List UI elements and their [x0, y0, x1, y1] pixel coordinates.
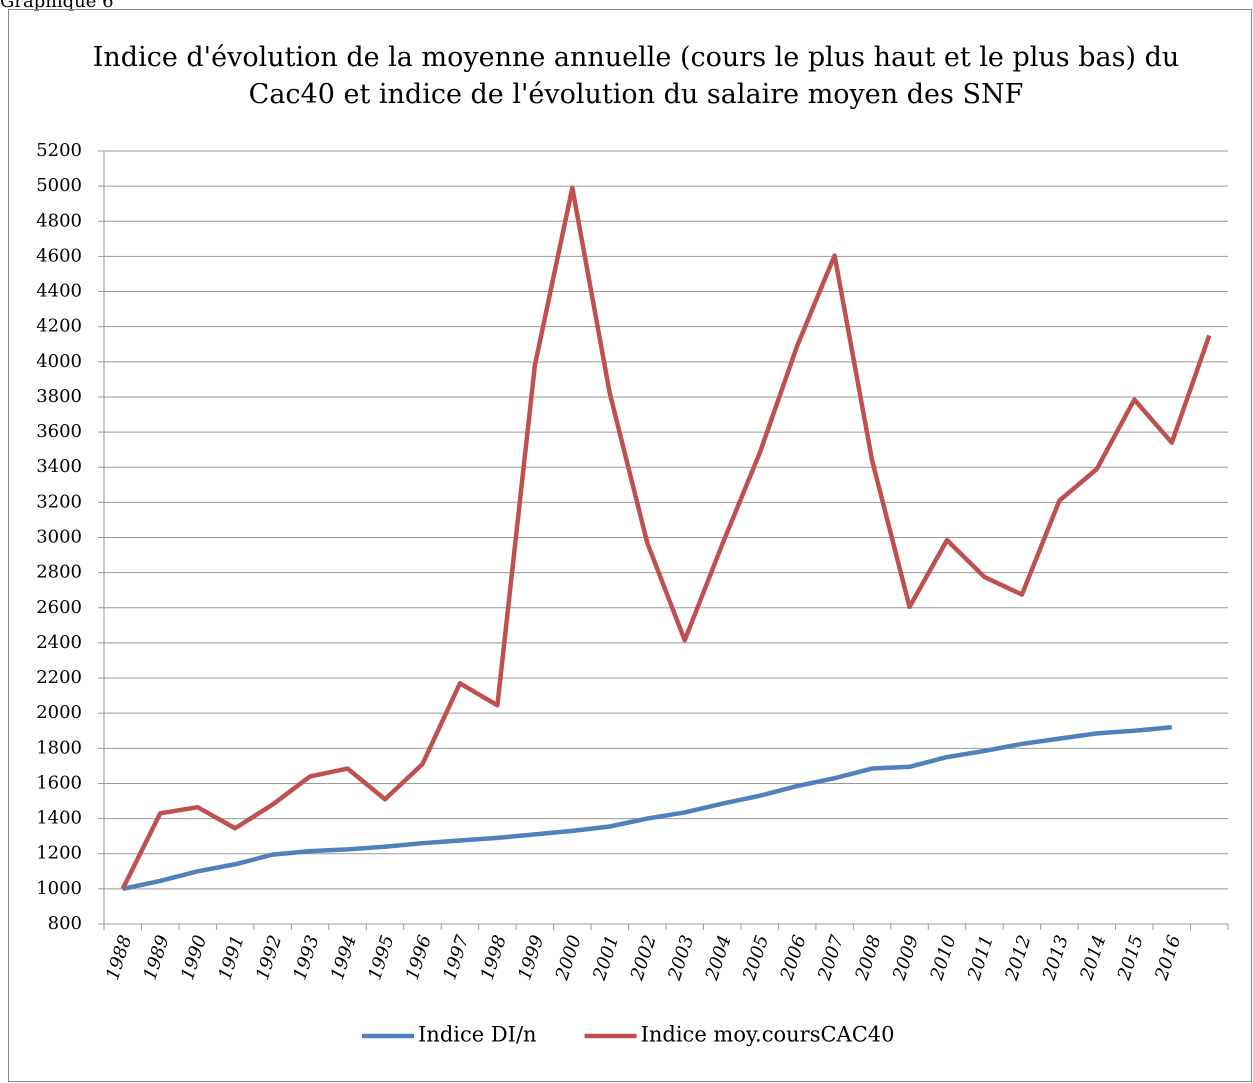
- series-line: [120, 185, 1212, 890]
- y-tick-label: 3400: [36, 456, 82, 477]
- x-tick-label: 1988: [102, 933, 136, 983]
- x-tick-label: 2010: [926, 933, 960, 984]
- x-tick-label: 2003: [664, 933, 698, 984]
- x-tick-label: 2013: [1038, 933, 1072, 984]
- y-tick-label: 3200: [36, 491, 82, 512]
- y-tick-label: 1800: [36, 737, 82, 758]
- x-tick-label: 1989: [140, 933, 174, 983]
- y-tick-label: 4200: [36, 316, 82, 337]
- x-tick-label: 2005: [739, 933, 773, 984]
- x-tick-label: 2016: [1151, 933, 1185, 984]
- y-tick-label: 3000: [36, 527, 82, 548]
- x-tick-label: 1991: [215, 933, 249, 983]
- legend-label: Indice moy.coursCAC40: [641, 1023, 895, 1047]
- x-tick-label: 1995: [364, 933, 398, 983]
- y-tick-label: 5000: [36, 175, 82, 196]
- y-tick-label: 1400: [36, 808, 82, 829]
- y-tick-label: 5200: [36, 140, 82, 161]
- chart-title: Indice d'évolution de la moyenne annuell…: [93, 42, 1180, 110]
- x-tick-label: 2014: [1076, 933, 1110, 984]
- y-tick-label: 2600: [36, 597, 82, 618]
- y-tick-label: 3600: [36, 421, 82, 442]
- x-tick-label: 1990: [177, 933, 211, 983]
- legend-label: Indice DI/n: [418, 1023, 537, 1047]
- series-line: [122, 724, 1173, 892]
- y-tick-label: 3800: [36, 386, 82, 407]
- y-tick-label: 4600: [36, 245, 82, 266]
- y-tick-label: 2400: [36, 632, 82, 653]
- x-tick-label: 1998: [477, 933, 511, 983]
- y-tick-label: 4800: [36, 210, 82, 231]
- x-tick-label: 1992: [252, 933, 286, 983]
- y-tick-label: 2800: [36, 562, 82, 583]
- x-tick-label: 2008: [851, 933, 885, 984]
- y-tick-label: 4400: [36, 281, 82, 302]
- x-tick-label: 2000: [551, 933, 585, 984]
- x-tick-label: 2009: [889, 933, 923, 984]
- y-tick-label: 1600: [36, 772, 82, 793]
- x-tick-label: 1997: [439, 932, 473, 983]
- chart-frame: [8, 9, 1252, 1082]
- x-tick-label: 2015: [1113, 933, 1147, 984]
- x-tick-label: 1999: [514, 933, 548, 983]
- y-tick-label: 1000: [36, 878, 82, 899]
- x-tick-label: 1996: [402, 933, 436, 983]
- x-tick-label: 1994: [327, 933, 361, 983]
- caption: Graphique 6: [0, 0, 114, 12]
- x-tick-label: 1993: [289, 933, 323, 983]
- x-tick-label: 2012: [1001, 933, 1035, 984]
- y-tick-label: 1200: [36, 843, 82, 864]
- x-tick-label: 2002: [626, 933, 660, 984]
- y-tick-label: 2000: [36, 702, 82, 723]
- x-tick-label: 2007: [814, 932, 849, 984]
- y-tick-label: 4000: [36, 351, 82, 372]
- y-tick-label: 2200: [36, 667, 82, 688]
- x-tick-label: 2011: [964, 933, 998, 984]
- x-tick-label: 2001: [589, 933, 623, 984]
- x-tick-label: 2006: [776, 933, 810, 984]
- x-tick-label: 2004: [701, 933, 735, 984]
- y-tick-label: 800: [48, 913, 82, 934]
